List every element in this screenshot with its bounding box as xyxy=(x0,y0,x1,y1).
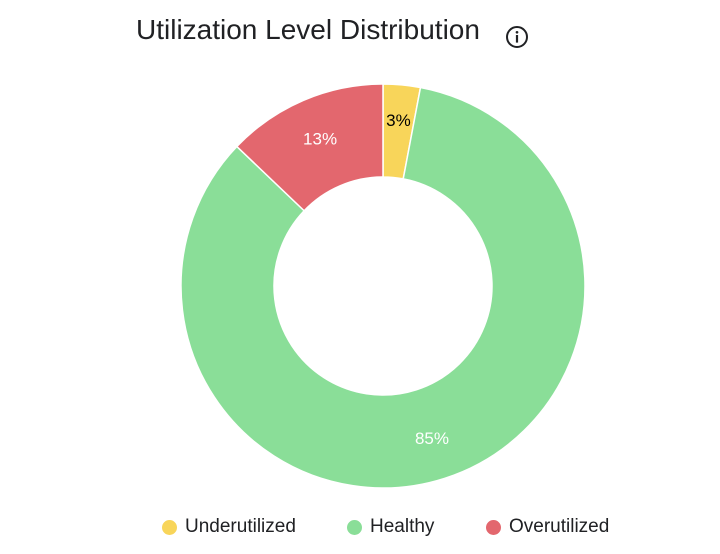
slice-label-underutilized: 3% xyxy=(386,111,411,130)
info-icon[interactable] xyxy=(505,25,529,49)
legend-swatch xyxy=(347,519,362,535)
chart-legend: Underutilized Healthy Overutilized xyxy=(0,514,720,540)
legend-item-healthy[interactable]: Healthy xyxy=(347,514,434,540)
slice-label-healthy: 85% xyxy=(415,429,449,448)
legend-swatch xyxy=(486,519,501,535)
slice-healthy[interactable] xyxy=(180,86,586,489)
chart-title: Utilization Level Distribution xyxy=(136,14,480,45)
slice-label-overutilized: 13% xyxy=(303,129,337,148)
legend-item-underutilized[interactable]: Underutilized xyxy=(162,514,296,540)
legend-label: Overutilized xyxy=(509,516,610,537)
legend-label: Healthy xyxy=(370,516,435,537)
legend-label: Underutilized xyxy=(185,516,296,537)
legend-item-overutilized[interactable]: Overutilized xyxy=(486,514,609,540)
slice-overutilized[interactable] xyxy=(235,83,384,212)
legend-swatch xyxy=(162,519,177,535)
